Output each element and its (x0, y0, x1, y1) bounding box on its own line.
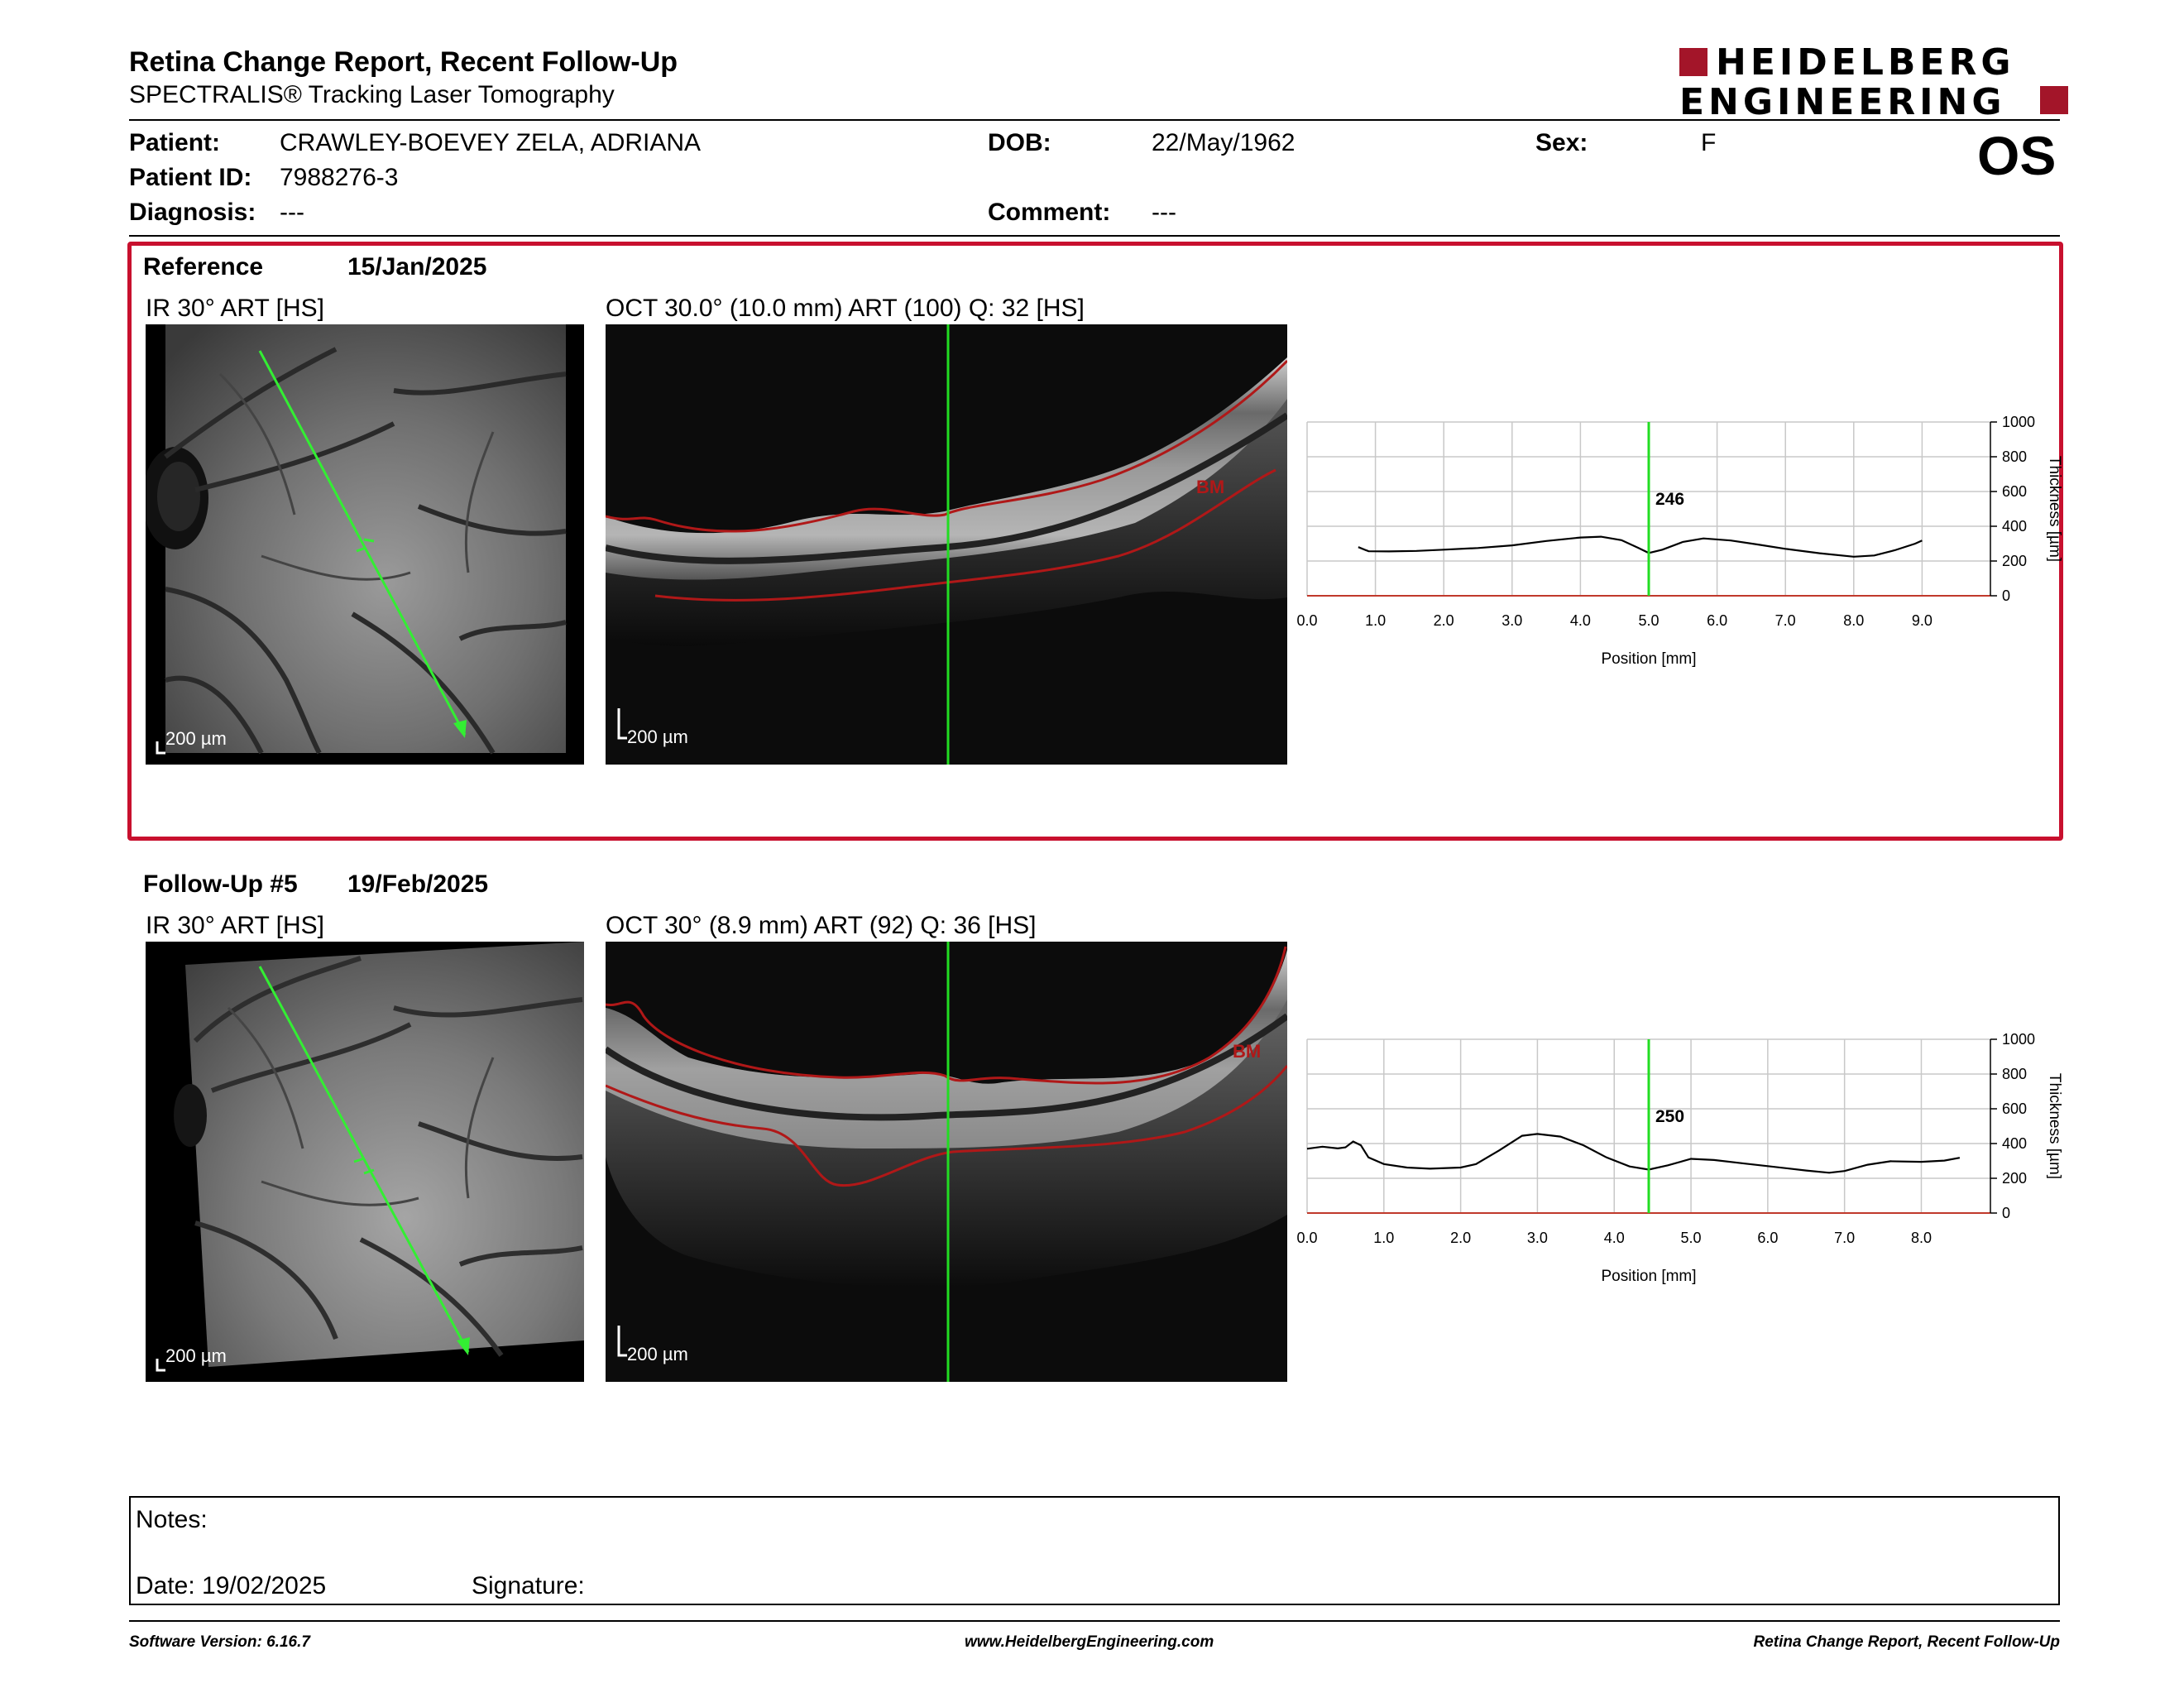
x-tick-label: 1.0 (1373, 1230, 1394, 1246)
followup-oct-bscan (606, 942, 1287, 1382)
x-tick-label: 8.0 (1911, 1230, 1932, 1246)
x-tick-label: 0.0 (1296, 612, 1317, 629)
x-tick-label: 8.0 (1843, 612, 1864, 629)
reference-bm-label: BM (1196, 477, 1225, 497)
reference-scan-line (258, 350, 467, 736)
y-tick-label: 1000 (2002, 414, 2035, 430)
y-tick-label: 400 (2002, 1135, 2027, 1152)
followup-label: Follow-Up #5 (143, 870, 298, 898)
y-tick-label: 1000 (2002, 1031, 2035, 1048)
reference-box (127, 242, 2063, 841)
x-tick-label: 3.0 (1502, 612, 1522, 629)
followup-ir-fundus (156, 942, 584, 1372)
footer-software-version: Software Version: 6.16.7 (129, 1633, 310, 1651)
logo-line-2: ENGINEERING (1679, 81, 2006, 123)
notes-box: Notes: Date: 19/02/2025 Signature: (129, 1496, 2060, 1605)
y-tick-label: 600 (2002, 1101, 2027, 1117)
dob-label: DOB: (988, 129, 1051, 156)
followup-ir-scale: 200 µm (165, 1345, 227, 1366)
y-axis-label: Thickness [µm] (2046, 1073, 2063, 1179)
patient-name: CRAWLEY-BOEVEY ZELA, ADRIANA (280, 129, 702, 156)
reference-ir-image: 200 µm (146, 324, 584, 765)
x-axis-label: Position [mm] (1601, 1268, 1696, 1285)
thickness-series-line (1358, 535, 1923, 558)
y-tick-label: 0 (2002, 587, 2010, 604)
diagnosis-label: Diagnosis: (129, 199, 256, 226)
patient-label: Patient: (129, 129, 221, 156)
followup-bm-label: BM (1233, 1041, 1262, 1062)
x-tick-label: 5.0 (1681, 1230, 1702, 1246)
header-divider (129, 119, 2060, 121)
dob-value: 22/May/1962 (1152, 129, 1296, 156)
report-title: Retina Change Report, Recent Follow-Up (129, 46, 678, 78)
y-tick-label: 600 (2002, 483, 2027, 500)
logo-square-bottom (2040, 86, 2068, 114)
reference-thickness-chart: 0.0 1.0 2.0 3.0 4.0 5.0 6.0 7.0 8.0 9.0 0 200 400 600… (1296, 414, 2063, 668)
cursor-thickness-label: 250 (1655, 1107, 1684, 1126)
reference-ir-label: IR 30° ART [HS] (146, 295, 324, 322)
reference-bm-layer (654, 468, 1276, 602)
comment-value: --- (1152, 199, 1176, 226)
x-tick-label: 6.0 (1757, 1230, 1778, 1246)
notes-label: Notes: (136, 1506, 208, 1533)
x-tick-label: 4.0 (1570, 612, 1591, 629)
x-tick-label: 2.0 (1434, 612, 1454, 629)
followup-ir-image: 200 µm (146, 942, 584, 1382)
cursor-thickness-label: 246 (1655, 490, 1684, 509)
diagnosis-value: --- (280, 199, 304, 226)
logo-line-1: HEIDELBERG (1716, 41, 2015, 84)
reference-oct-bscan (606, 324, 1287, 765)
x-tick-label: 0.0 (1296, 1230, 1317, 1246)
sex-label: Sex: (1535, 129, 1588, 156)
followup-oct-label: OCT 30° (8.9 mm) ART (92) Q: 36 [HS] (606, 912, 1037, 939)
reference-ir-scale: 200 µm (165, 728, 227, 749)
followup-oct-image: BM 200 µm (606, 942, 1287, 1382)
thickness-series-line (1306, 1133, 1961, 1174)
x-tick-label: 4.0 (1604, 1230, 1625, 1246)
reference-date: 15/Jan/2025 (347, 253, 487, 281)
x-tick-label: 6.0 (1707, 612, 1727, 629)
x-tick-label: 9.0 (1912, 612, 1933, 629)
y-tick-label: 800 (2002, 1066, 2027, 1082)
x-tick-label: 1.0 (1365, 612, 1386, 629)
x-tick-label: 5.0 (1638, 612, 1659, 629)
patient-id-value: 7988276-3 (280, 164, 399, 191)
x-tick-label: 7.0 (1834, 1230, 1855, 1246)
y-tick-label: 400 (2002, 518, 2027, 535)
y-tick-label: 200 (2002, 553, 2027, 569)
reference-ilm-layer (606, 359, 1287, 533)
notes-date: Date: 19/02/2025 (136, 1572, 327, 1599)
y-tick-label: 0 (2002, 1205, 2010, 1221)
reference-label: Reference (143, 253, 264, 281)
reference-oct-image: BM 200 µm (606, 324, 1287, 765)
eye-laterality: OS (1977, 125, 2057, 186)
patient-divider (129, 235, 2060, 237)
x-tick-label: 3.0 (1527, 1230, 1548, 1246)
footer-divider (129, 1620, 2060, 1622)
x-axis-label: Position [mm] (1601, 650, 1696, 668)
footer-website: www.HeidelbergEngineering.com (965, 1633, 1214, 1651)
y-axis-label: Thickness [µm] (2046, 456, 2063, 562)
logo-square-top (1679, 48, 1707, 76)
followup-thickness-chart: 0.0 1.0 2.0 3.0 4.0 5.0 6.0 7.0 8.0 0 200 400 600 800… (1296, 1031, 2063, 1285)
reference-ir-fundus (146, 324, 567, 755)
followup-ir-label: IR 30° ART [HS] (146, 912, 324, 939)
patient-id-label: Patient ID: (129, 164, 252, 191)
y-tick-label: 800 (2002, 448, 2027, 465)
report-subtitle: SPECTRALIS® Tracking Laser Tomography (129, 81, 615, 108)
reference-oct-label: OCT 30.0° (10.0 mm) ART (100) Q: 32 [HS] (606, 295, 1085, 322)
comment-label: Comment: (988, 199, 1111, 226)
x-tick-label: 2.0 (1450, 1230, 1471, 1246)
reference-oct-scale: 200 µm (627, 727, 688, 747)
heidelberg-logo: HEIDELBERG ENGINEERING (1679, 41, 2068, 123)
footer-report-name: Retina Change Report, Recent Follow-Up (1753, 1633, 2060, 1651)
x-tick-label: 7.0 (1775, 612, 1796, 629)
signature-label: Signature: (472, 1572, 585, 1599)
followup-bm-layer (606, 1065, 1287, 1187)
followup-oct-scale: 200 µm (627, 1344, 688, 1364)
y-tick-label: 200 (2002, 1170, 2027, 1187)
sex-value: F (1701, 129, 1717, 156)
followup-date: 19/Feb/2025 (347, 870, 489, 898)
